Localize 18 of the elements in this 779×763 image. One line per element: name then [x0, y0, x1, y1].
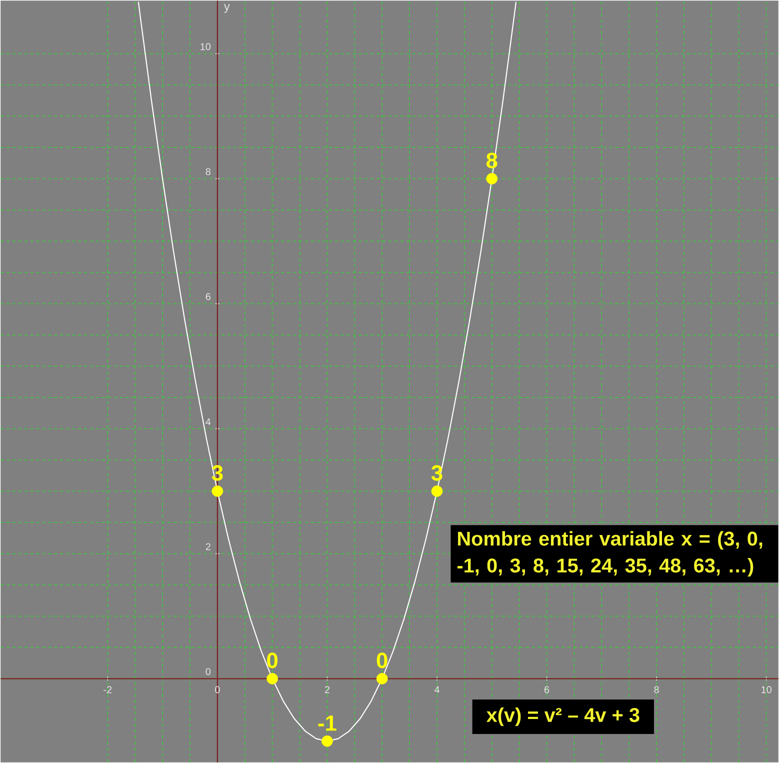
y-tick-label: 6 — [206, 293, 210, 300]
y-tick-label: 4 — [206, 418, 211, 426]
y-tick-label: 0 — [206, 668, 211, 676]
x-tick-label: -2 — [104, 686, 112, 694]
x-tick-label: 10 — [762, 686, 772, 694]
data-label: 0 — [267, 652, 278, 668]
y-tick-label: 2 — [206, 543, 210, 550]
data-label: -1 — [318, 716, 336, 731]
annotation: x(v) = v² – 4v + 3 — [486, 707, 640, 726]
x-tick-label: 2 — [324, 686, 330, 694]
x-tick-label: 6 — [544, 686, 550, 694]
data-label: 0 — [376, 652, 388, 668]
annotation: Nombre entier variable x = (3, 0, -1, 0, 3, 8, 15, 24, 35, 48, 63, …) — [457, 531, 762, 577]
x-tick-label: 8 — [654, 686, 659, 694]
x-tick-label: 4 — [434, 686, 440, 693]
y-tick-label: 8 — [206, 168, 210, 176]
y-tick-label: 10 — [200, 43, 211, 50]
y-axis-title: y — [224, 4, 230, 13]
